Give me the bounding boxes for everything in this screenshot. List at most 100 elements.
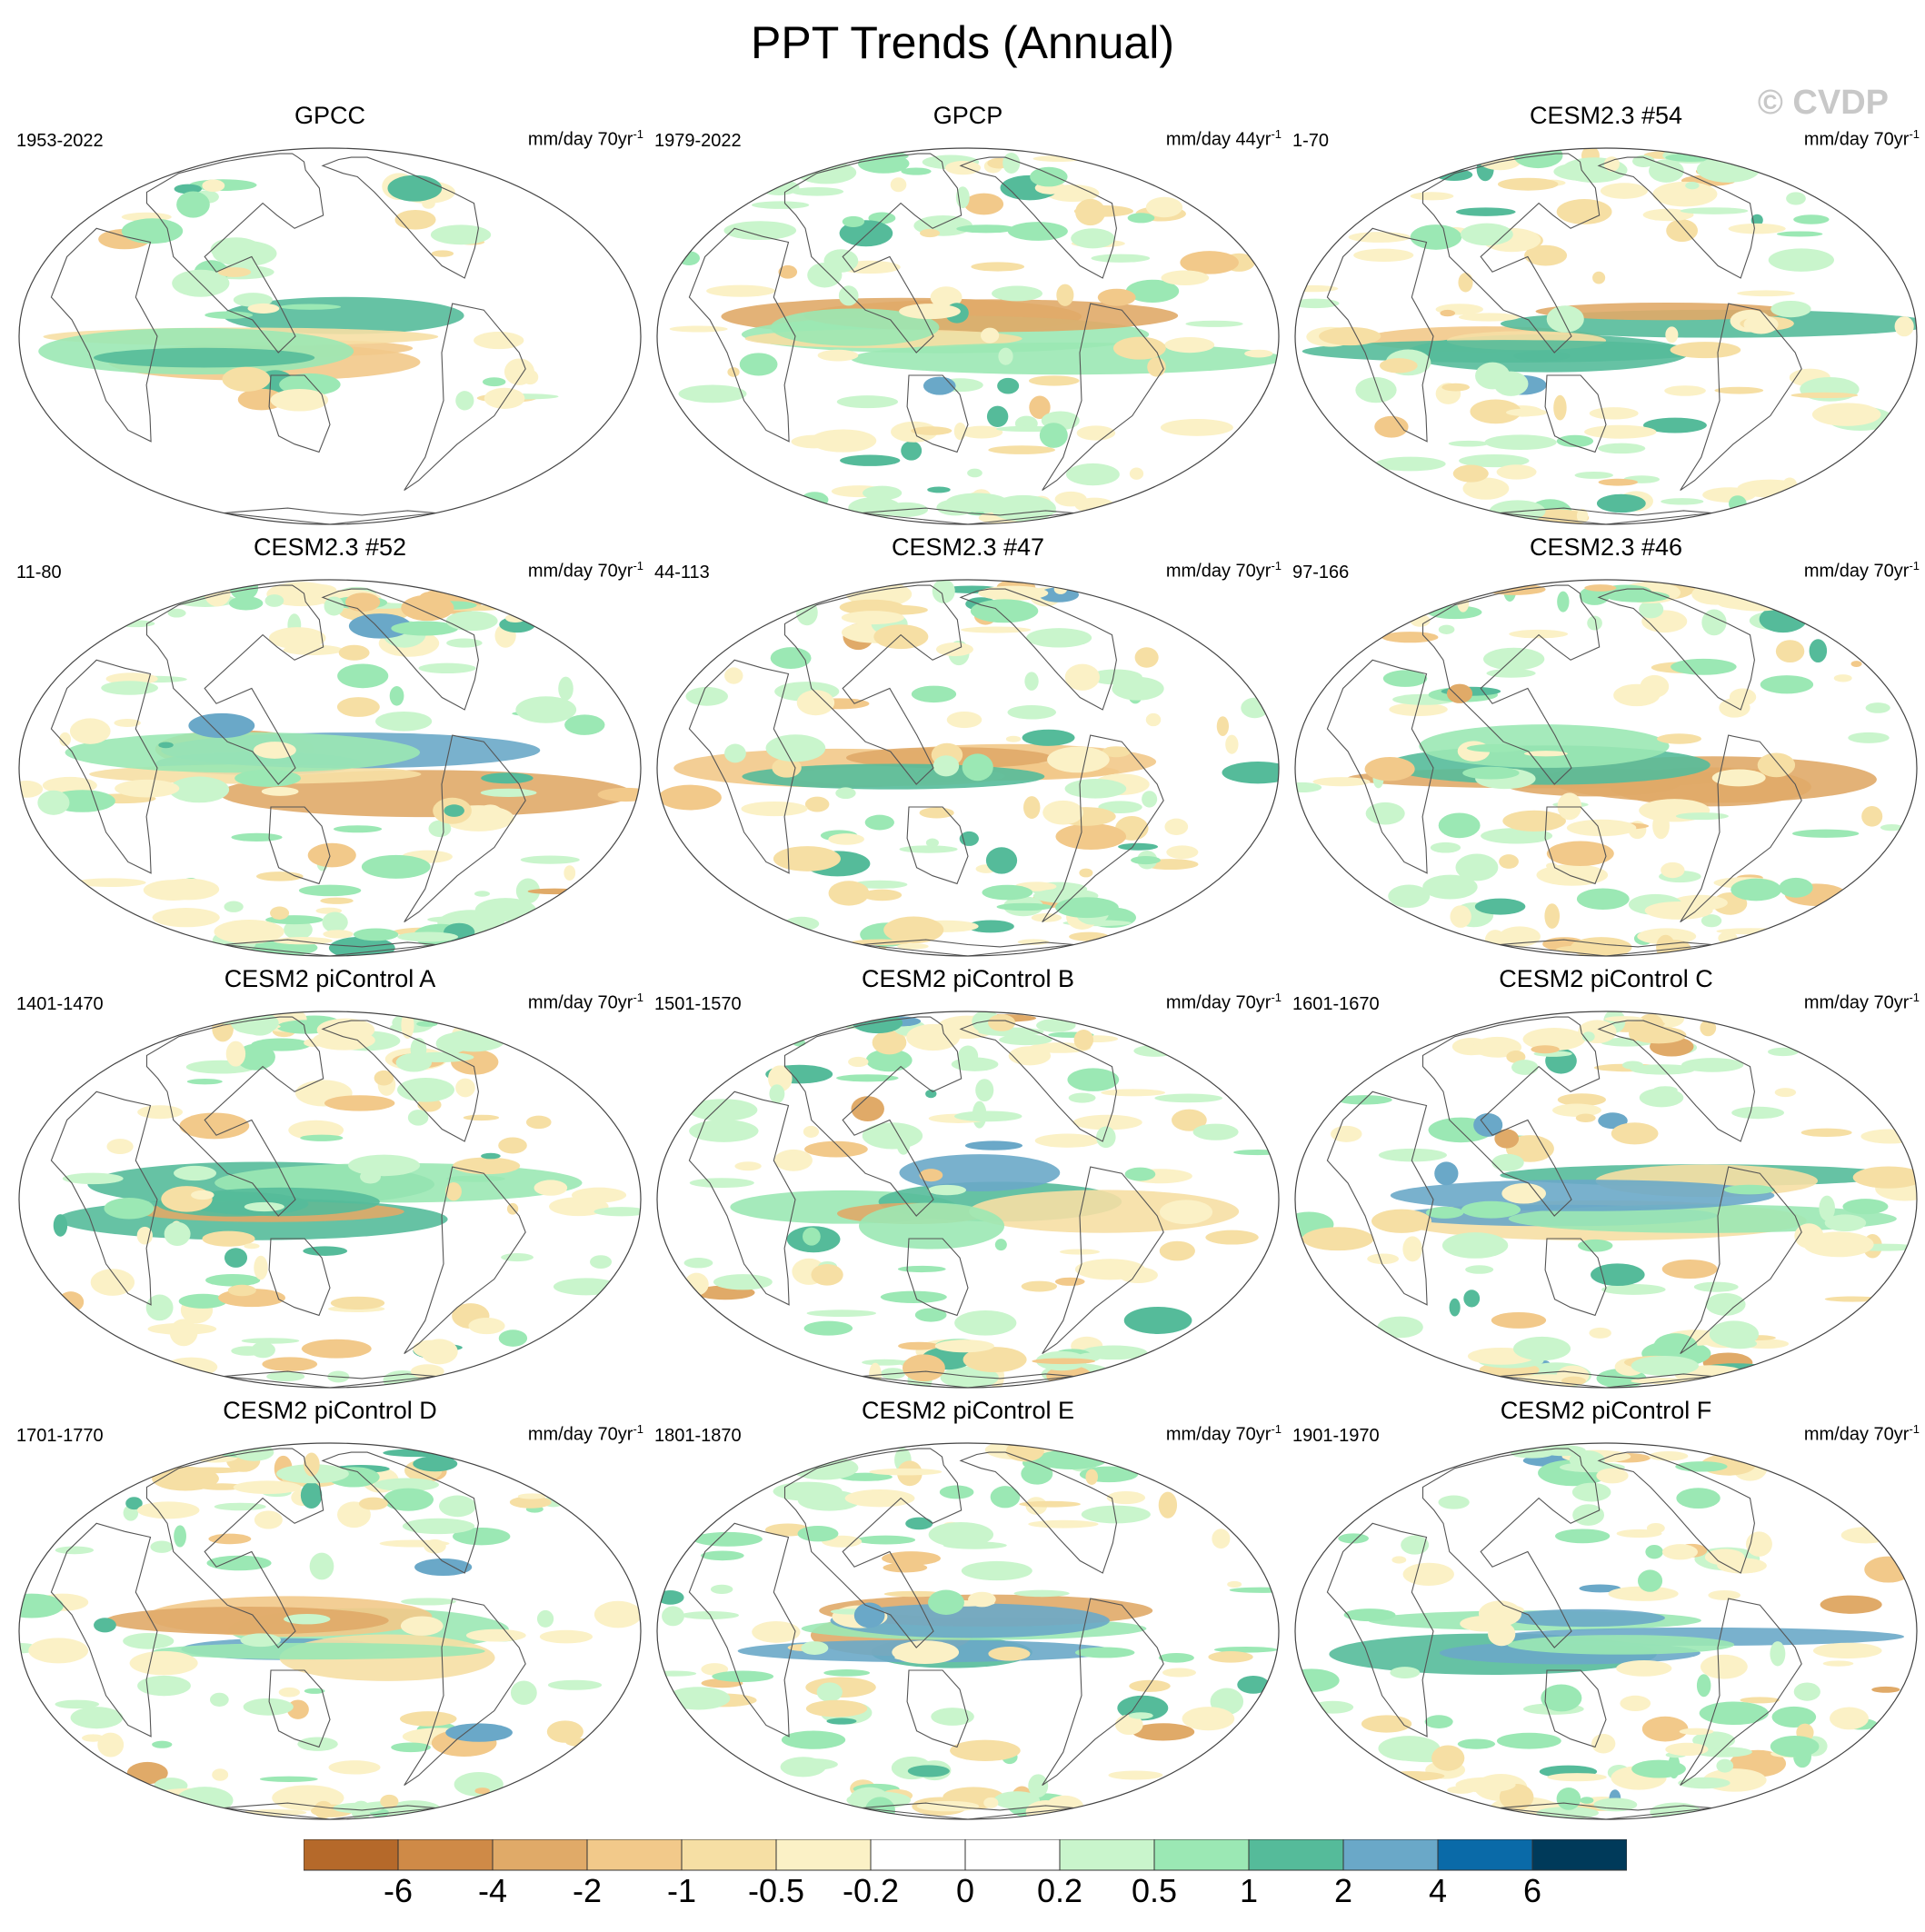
wet-trend-patch: [1587, 615, 1602, 631]
eurasia-coastline: [145, 1448, 324, 1648]
colorbar-tick-label: -0.5: [747, 1872, 805, 1909]
map-panel: CESM2 piControl E 1801-1870 mm/day 70yr-1: [654, 1397, 1282, 1824]
wet-trend-patch: [1848, 732, 1890, 743]
dry-trend-patch: [69, 718, 111, 744]
wet-trend-patch: [1422, 874, 1478, 900]
dry-trend-patch: [1664, 385, 1706, 396]
panel-period: 1801-1870: [654, 1426, 742, 1446]
antarctica-coastline: [861, 1370, 1075, 1388]
dry-trend-patch: [1652, 181, 1718, 207]
wet-trend-patch: [1579, 1584, 1621, 1593]
dry-trend-patch: [1546, 841, 1614, 867]
wet-trend-patch: [520, 855, 580, 864]
panel-title: GPCC: [294, 102, 365, 129]
wet-trend-patch: [1723, 1184, 1775, 1195]
wet-trend-patch: [1438, 812, 1481, 839]
dry-trend-patch: [919, 807, 954, 819]
panel-units: mm/day 70yr-1: [528, 559, 643, 583]
wet-trend-patch: [1438, 624, 1455, 634]
dry-trend-patch: [1129, 467, 1144, 480]
wet-trend-patch: [214, 1502, 266, 1511]
wet-trend-patch: [765, 734, 826, 762]
dry-trend-patch: [504, 613, 526, 622]
australia-coastline: [268, 1238, 331, 1317]
dry-trend-patch: [1208, 1651, 1253, 1663]
dry-trend-patch: [1161, 270, 1210, 286]
africa-coastline: [688, 1522, 796, 1738]
wet-trend-patch: [1430, 842, 1461, 853]
wet-trend-patch: [348, 1154, 421, 1177]
wet-trend-patch: [807, 262, 843, 288]
dry-trend-patch: [828, 881, 870, 906]
map-panel: GPCP 1979-2022 mm/day 44yr-1: [654, 102, 1282, 529]
wet-trend-patch: [1540, 1445, 1586, 1457]
dry-trend-patch: [981, 327, 1000, 344]
wet-trend-patch: [1574, 472, 1613, 479]
australia-coastline: [268, 806, 331, 885]
antarctica-coastline: [1499, 1802, 1713, 1819]
dry-trend-patch: [214, 920, 284, 944]
wet-trend-patch: [333, 825, 383, 833]
dry-trend-patch: [1106, 1491, 1146, 1505]
wet-trend-band: [94, 347, 315, 368]
wet-trend-patch: [1295, 1668, 1340, 1692]
wet-trend-patch: [446, 1175, 505, 1182]
panel-title: CESM2.3 #54: [1529, 102, 1683, 129]
dry-trend-patch: [752, 1620, 801, 1643]
dry-trend-patch: [468, 1317, 505, 1335]
africa-coastline: [50, 659, 158, 874]
dry-trend-patch: [431, 250, 454, 257]
dry-trend-patch: [1458, 273, 1473, 293]
dry-trend-patch: [1603, 156, 1620, 172]
wet-trend-patch: [1118, 842, 1159, 851]
wet-trend-patch: [1760, 675, 1814, 694]
dry-trend-patch: [1717, 1558, 1767, 1574]
panel-period: 1901-1970: [1292, 1426, 1380, 1446]
wet-trend-patch: [1438, 1495, 1470, 1509]
australia-coastline: [1544, 1238, 1607, 1317]
wet-trend-patch: [666, 1687, 731, 1710]
wet-trend-patch: [1131, 856, 1162, 865]
panel-units-exponent: -1: [633, 991, 643, 1004]
wet-trend-patch: [375, 711, 433, 732]
wet-trend-patch: [413, 1456, 458, 1472]
dry-trend-patch: [28, 1638, 89, 1664]
dry-trend-patch: [894, 1654, 951, 1661]
dry-trend-patch: [903, 1354, 945, 1382]
wet-trend-patch: [1578, 1239, 1613, 1252]
dry-trend-patch: [336, 697, 380, 717]
dry-trend-patch: [1108, 1770, 1163, 1780]
wet-trend-patch: [1002, 153, 1021, 174]
dry-trend-patch: [498, 1137, 527, 1154]
dry-trend-patch: [1852, 1166, 1917, 1189]
dry-trend-patch: [1164, 336, 1215, 354]
dry-trend-patch: [410, 1364, 444, 1379]
wet-trend-patch: [683, 1258, 713, 1269]
panel-units-text: mm/day 70yr: [1803, 1424, 1910, 1445]
dry-trend-patch: [1700, 1654, 1748, 1679]
wet-trend-patch: [964, 1140, 1023, 1150]
trend-map: [1294, 579, 1918, 957]
dry-trend-patch: [1552, 1103, 1601, 1117]
colorbar-swatch: [1153, 1839, 1250, 1871]
dry-trend-patch: [841, 611, 904, 625]
map-border: [18, 1442, 642, 1820]
north-america-coastline: [1597, 1020, 1755, 1142]
trend-map: [1294, 147, 1918, 525]
wet-trend-patch: [353, 928, 399, 941]
dry-trend-patch: [810, 429, 877, 453]
wet-trend-patch: [1591, 1263, 1645, 1287]
dry-trend-patch: [1069, 931, 1110, 941]
dry-trend-patch: [1145, 712, 1162, 727]
colorbar: [304, 1839, 1627, 1871]
wet-trend-patch: [1576, 888, 1630, 911]
dry-trend-patch: [179, 1112, 250, 1140]
wet-trend-patch: [1685, 181, 1700, 190]
wet-trend-patch: [1728, 495, 1747, 513]
dry-trend-patch: [962, 1347, 1027, 1373]
panel-units: mm/day 70yr-1: [528, 991, 643, 1014]
dry-trend-patch: [1055, 823, 1127, 850]
dry-trend-patch: [1042, 800, 1084, 825]
trend-map: [656, 579, 1280, 957]
dry-trend-patch: [1227, 1580, 1242, 1588]
